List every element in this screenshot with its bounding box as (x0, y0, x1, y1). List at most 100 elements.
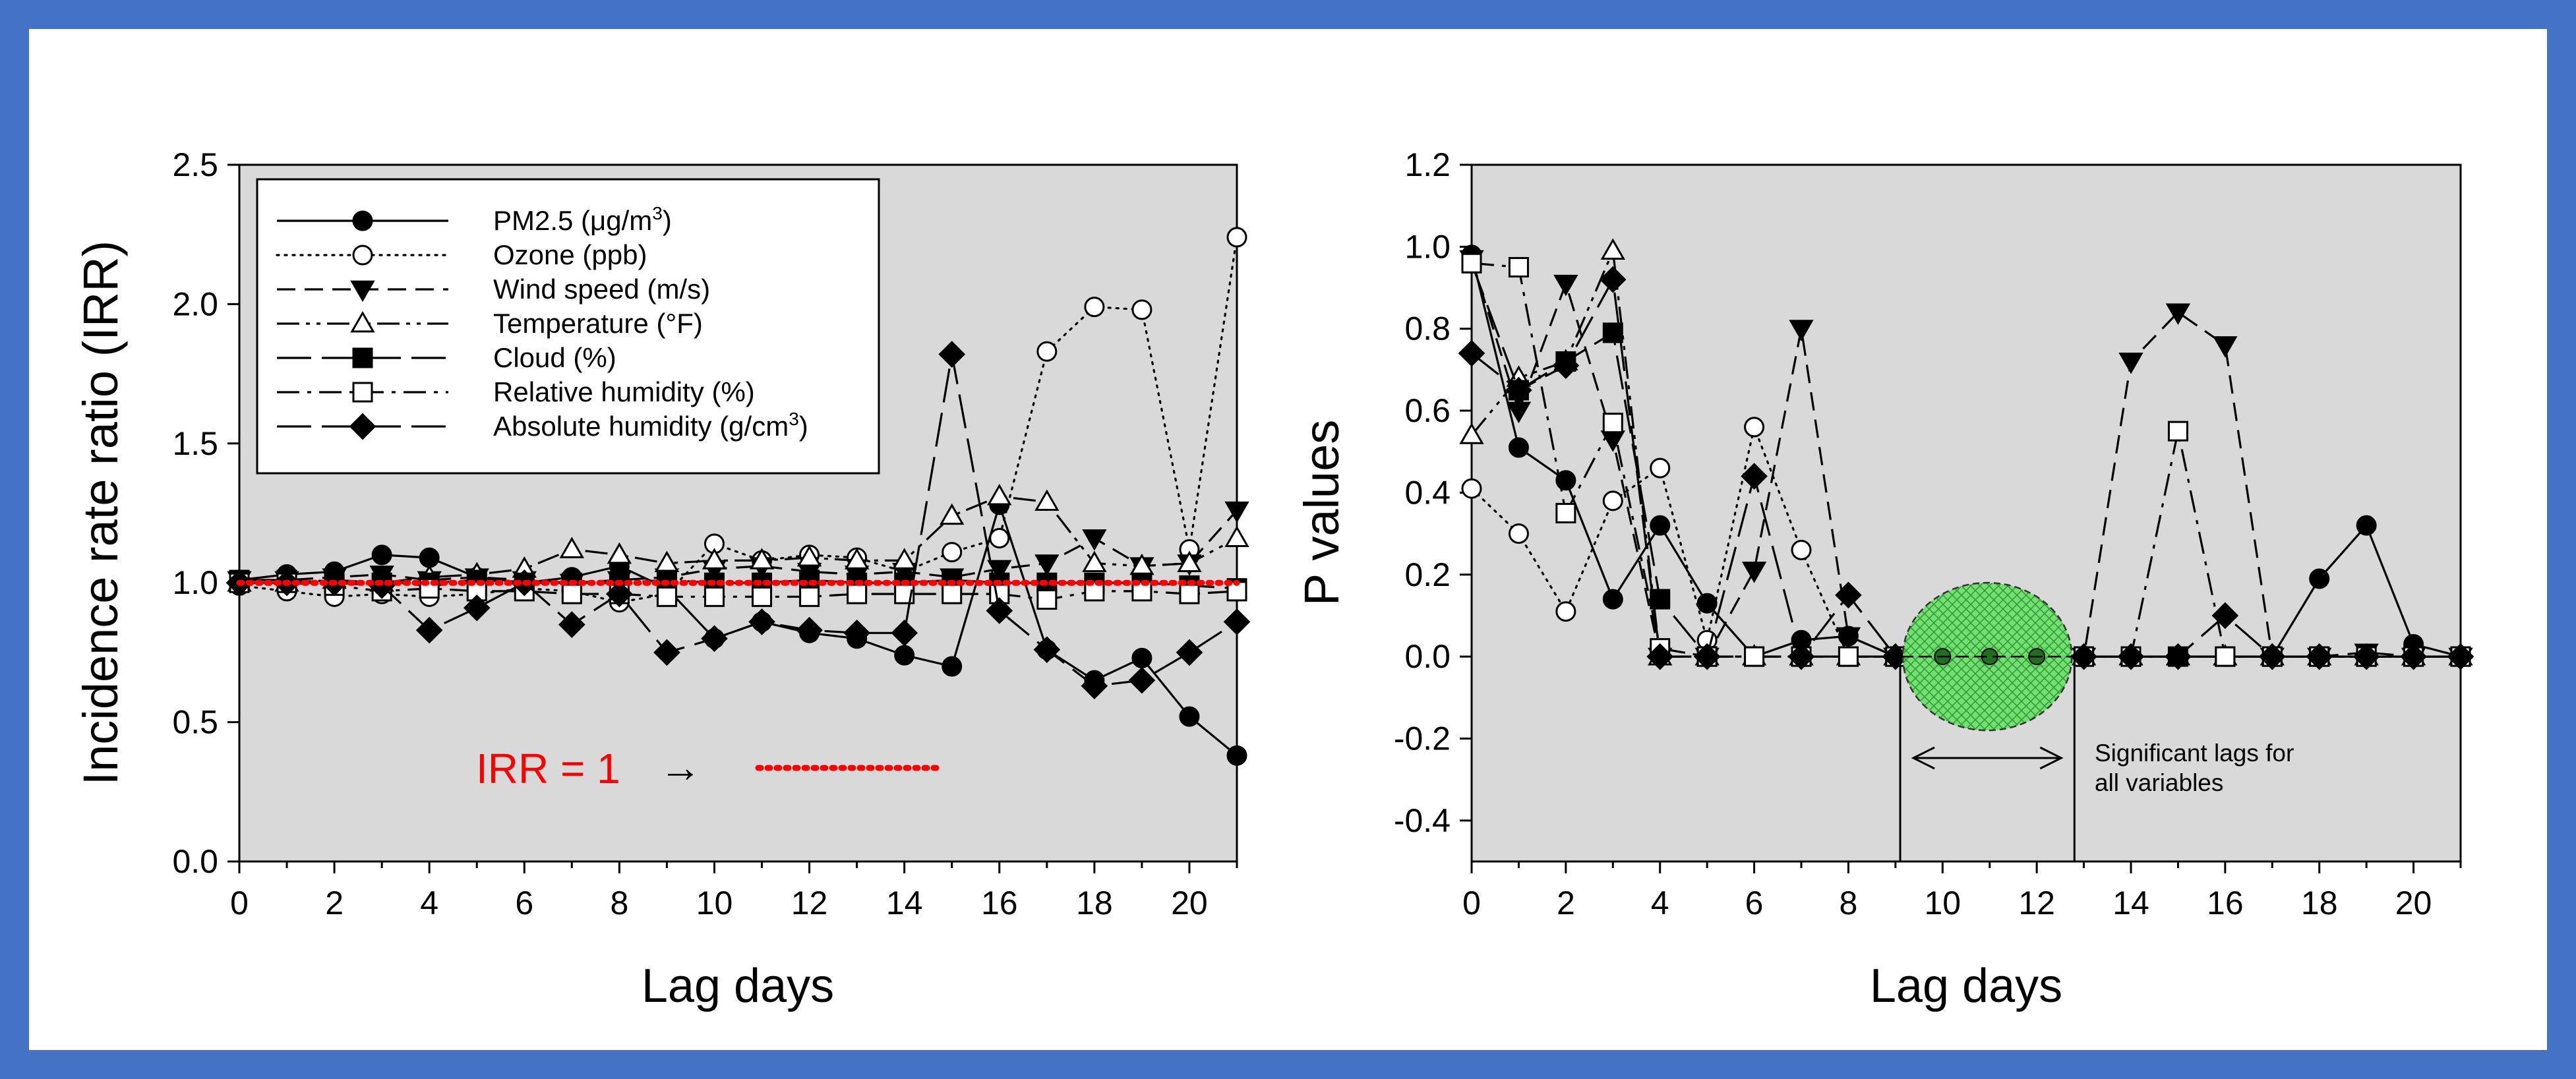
legend-label: Ozone (ppb) (493, 239, 647, 270)
left-axes-ticks: 0 2 4 6 8 10 12 14 16 18 20 0.0 0.5 1.0 1.5 2.0 2.5 (172, 146, 1238, 921)
right-series-3-point (1553, 274, 1578, 297)
right-y-tick-label: 1.2 (1404, 146, 1451, 183)
significant-note-line2: all variables (2095, 769, 2223, 796)
right-series-3-point (1836, 627, 1861, 649)
legend-marker (350, 280, 375, 303)
right-series-6-point (1602, 413, 1623, 434)
right-series-7-point (2211, 602, 2239, 629)
left-x-tick-label: 4 (420, 885, 438, 921)
legend-label: Temperature (°F) (493, 308, 703, 339)
right-series-6-point (1461, 252, 1482, 274)
legend-label: Wind speed (m/s) (493, 274, 710, 305)
left-series-4-point (987, 484, 1012, 506)
left-series-3-point (1082, 529, 1107, 551)
left-series-7-point (606, 580, 633, 608)
right-x-tick-label: 16 (2207, 885, 2244, 921)
right-series-1-point (2356, 515, 2377, 536)
right-y-tick-label: 0.0 (1404, 638, 1451, 675)
irr-arrow: → (659, 744, 702, 791)
left-series-6-point (847, 583, 868, 604)
left-series-7-point (701, 625, 728, 653)
left-series-6-point (1179, 583, 1200, 604)
legend-label-text: Cloud (%) (493, 342, 616, 373)
right-series-5-point (1602, 322, 1623, 343)
right-series-1-point (1602, 589, 1623, 610)
legend-label-superscript: 3 (789, 409, 799, 429)
left-series-2-point (1226, 227, 1247, 248)
right-series-7-point (1741, 463, 1768, 490)
legend-label-close: ) (799, 411, 808, 442)
left-y-tick-label: 2.0 (172, 285, 218, 322)
right-series-6-point (1838, 646, 1859, 667)
left-series-7-point (748, 608, 775, 635)
significant-region-group (1899, 656, 2076, 861)
left-x-tick-label: 12 (791, 885, 828, 921)
left-series-6-point (656, 586, 677, 607)
right-series-2-point (1744, 417, 1765, 438)
significant-arrow-left-head (1911, 746, 1935, 770)
legend-label-text: Wind speed (m/s) (493, 274, 710, 305)
left-series-2-point (1084, 297, 1105, 318)
right-series-2-point (1508, 523, 1529, 544)
legend-label: Relative humidity (%) (493, 376, 755, 407)
right-series-1-point (1696, 593, 1718, 614)
left-series-4-point (1034, 489, 1060, 511)
right-x-tick-label: 6 (1745, 885, 1764, 921)
left-series-7-point (1128, 666, 1156, 694)
left-chart-panel: 0 2 4 6 8 10 12 14 16 18 20 0.0 0.5 1.0 1.5 2.0 2.5 Lag … (73, 146, 1251, 1012)
left-series-7-point (1176, 639, 1203, 666)
left-series-3-point (1034, 554, 1060, 576)
right-series-3-point (2213, 336, 2238, 358)
right-y-axis-title: P values (1294, 420, 1349, 606)
left-series-7-line (239, 354, 1238, 687)
right-series-7-point (1835, 581, 1862, 609)
legend-marker (352, 245, 373, 266)
left-series-2-line (238, 236, 1238, 604)
legend-label-text: Temperature (°F) (493, 308, 703, 339)
left-series-6-point (561, 583, 582, 604)
left-x-tick-label: 20 (1171, 885, 1208, 921)
left-series-1-point (419, 547, 440, 568)
left-series-6-point (1036, 589, 1058, 610)
left-series-6-point (799, 586, 820, 607)
right-y-tick-label: -0.4 (1394, 802, 1451, 839)
left-series-3-point (987, 560, 1012, 582)
legend-label: PM2.5 (μg/m3) (493, 203, 672, 236)
left-series-2-point (1131, 299, 1153, 320)
legend-marker (350, 310, 375, 333)
left-series-7-point (1033, 636, 1061, 663)
left-series-4-point (1177, 550, 1202, 573)
right-y-tick-label: 0.6 (1404, 392, 1451, 429)
irr-label: IRR = 1 (476, 745, 620, 792)
left-series-4-point (940, 503, 965, 525)
left-series-7-point (415, 616, 443, 644)
right-series-3-point (1789, 320, 1814, 341)
legend-label-text: PM2.5 (μg/m (493, 205, 652, 236)
left-x-tick-label: 16 (981, 885, 1018, 921)
right-series-2-point (1555, 601, 1576, 622)
right-series-7-point (1599, 266, 1627, 293)
left-series-1-point (1179, 706, 1200, 727)
left-series-4-point (891, 548, 917, 569)
left-series-4-point (702, 548, 727, 569)
right-series-2-point (1461, 478, 1482, 499)
left-series-7-point (938, 341, 966, 368)
left-series-4-point (559, 537, 585, 558)
left-series-4-point (607, 542, 632, 564)
legend-label-close: ) (663, 205, 672, 236)
right-series-4-point (1459, 423, 1484, 444)
right-chart-panel: 0 2 4 6 8 10 12 14 16 18 20 -0.4 -0.2 0.0 0.2 0.4 0.6 0.8… (1294, 146, 2474, 1012)
left-series-7-point (1223, 608, 1251, 635)
right-series-group (1458, 238, 2474, 670)
left-y-tick-label: 0.5 (172, 704, 218, 741)
right-x-tick-label: 0 (1462, 885, 1481, 921)
right-x-tick-label: 8 (1840, 885, 1858, 921)
left-series-1-point (1226, 745, 1247, 766)
right-series-7-point (2447, 643, 2474, 670)
left-series-1-point (894, 645, 915, 666)
left-series-4-point (796, 545, 822, 567)
left-series-7-point (653, 639, 680, 666)
right-series-1-point (1650, 515, 1671, 536)
right-series-7-point (2400, 643, 2427, 670)
left-y-tick-label: 1.5 (172, 425, 218, 462)
